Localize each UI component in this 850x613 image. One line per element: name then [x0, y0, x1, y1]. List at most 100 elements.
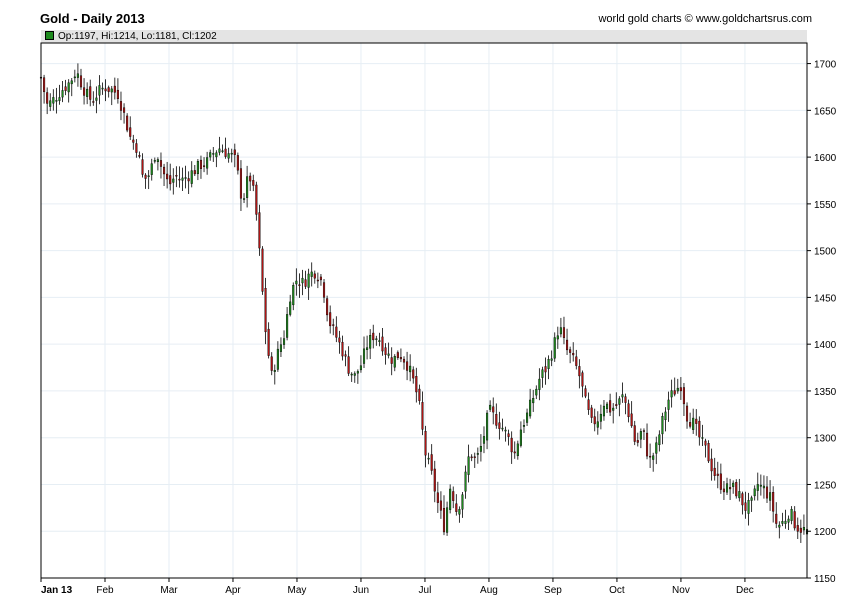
candle-down [322, 282, 326, 298]
candle-down [498, 422, 501, 429]
candle-up [784, 520, 787, 524]
candle-up [692, 417, 695, 430]
candle-up [526, 412, 529, 423]
candle-down [590, 407, 593, 418]
candle-up [215, 152, 218, 158]
candle-down [144, 174, 147, 179]
x-tick-label: May [288, 585, 307, 596]
candle-down [175, 175, 178, 177]
candle-up [501, 427, 504, 430]
candle-down [166, 173, 169, 180]
candle-down [116, 89, 119, 100]
y-tick-label: 1450 [814, 293, 837, 304]
candle-up [658, 434, 661, 446]
candle-up [221, 150, 224, 152]
candle-down [679, 387, 682, 392]
candle-up [95, 97, 98, 101]
candle-down [470, 456, 473, 459]
candle-down [685, 405, 689, 422]
candle-up [538, 378, 541, 390]
x-tick-label: Sep [544, 585, 562, 596]
candle-up [476, 453, 479, 455]
candle-up [535, 388, 538, 396]
candle-up [67, 82, 70, 93]
candle-down [239, 168, 243, 199]
candle-down [698, 420, 701, 438]
candle-up [559, 327, 562, 335]
x-tick-label: Oct [609, 585, 625, 596]
x-tick-label: Jun [353, 585, 369, 596]
candle-up [301, 277, 304, 284]
candle-up [190, 170, 193, 184]
candle-up [227, 153, 230, 159]
candle-up [362, 348, 366, 364]
candle-up [369, 335, 372, 349]
candle-down [642, 430, 645, 432]
candle-down [89, 86, 92, 100]
candle-up [504, 429, 507, 432]
candle-up [670, 390, 673, 398]
candle-down [319, 276, 322, 281]
candle-down [372, 332, 375, 341]
candle-down [415, 376, 418, 393]
candle-up [762, 485, 765, 489]
candle-up [218, 148, 221, 153]
candle-down [716, 473, 719, 476]
candle-up [58, 97, 61, 101]
candle-down [396, 352, 399, 358]
candle-down [562, 327, 566, 338]
candle-down [406, 361, 409, 371]
candle-down [178, 178, 181, 181]
y-tick-label: 1550 [814, 200, 837, 211]
candle-up [750, 497, 753, 501]
candle-up [446, 507, 449, 533]
candle-up [701, 437, 704, 439]
candle-up [366, 347, 369, 350]
candle-down [793, 511, 796, 529]
candle-down [424, 431, 427, 456]
candle-up [602, 405, 606, 417]
candle-down [609, 400, 612, 413]
candle-up [427, 457, 430, 460]
candle-down [430, 454, 433, 471]
candle-up [61, 90, 64, 98]
candle-up [661, 416, 664, 435]
candle-up [212, 153, 215, 155]
plot-frame [40, 42, 808, 579]
candle-up [781, 521, 784, 524]
candle-down [169, 175, 172, 185]
candle-down [258, 212, 261, 249]
candle-down [593, 416, 596, 425]
candle-down [719, 473, 722, 490]
candle-down [199, 159, 203, 169]
candle-up [49, 100, 52, 107]
candle-down [412, 369, 415, 379]
candle-up [110, 88, 113, 93]
candle-up [787, 518, 790, 523]
candle-down [64, 86, 67, 91]
candlesticks [39, 63, 809, 550]
candle-down [381, 336, 384, 352]
x-tick-label: Dec [736, 585, 754, 596]
candle-down [615, 404, 618, 406]
candle-down [261, 248, 264, 292]
candle-down [729, 487, 732, 490]
candle-up [655, 442, 658, 454]
candle-up [759, 484, 762, 487]
x-tick-label: Apr [225, 585, 241, 596]
candle-down [455, 503, 458, 512]
y-tick-label: 1150 [814, 574, 836, 585]
candle-up [547, 359, 550, 369]
candle-down [673, 390, 676, 395]
candle-down [126, 115, 129, 131]
y-tick-label: 1200 [814, 527, 837, 538]
candle-down [578, 366, 581, 377]
candle-down [735, 482, 738, 497]
candle-up [196, 161, 199, 175]
candle-up [676, 387, 679, 392]
candle-up [230, 152, 233, 155]
x-tick-label: Jul [419, 585, 432, 596]
candle-up [279, 344, 282, 352]
candle-down [627, 403, 630, 418]
candle-down [135, 143, 138, 153]
